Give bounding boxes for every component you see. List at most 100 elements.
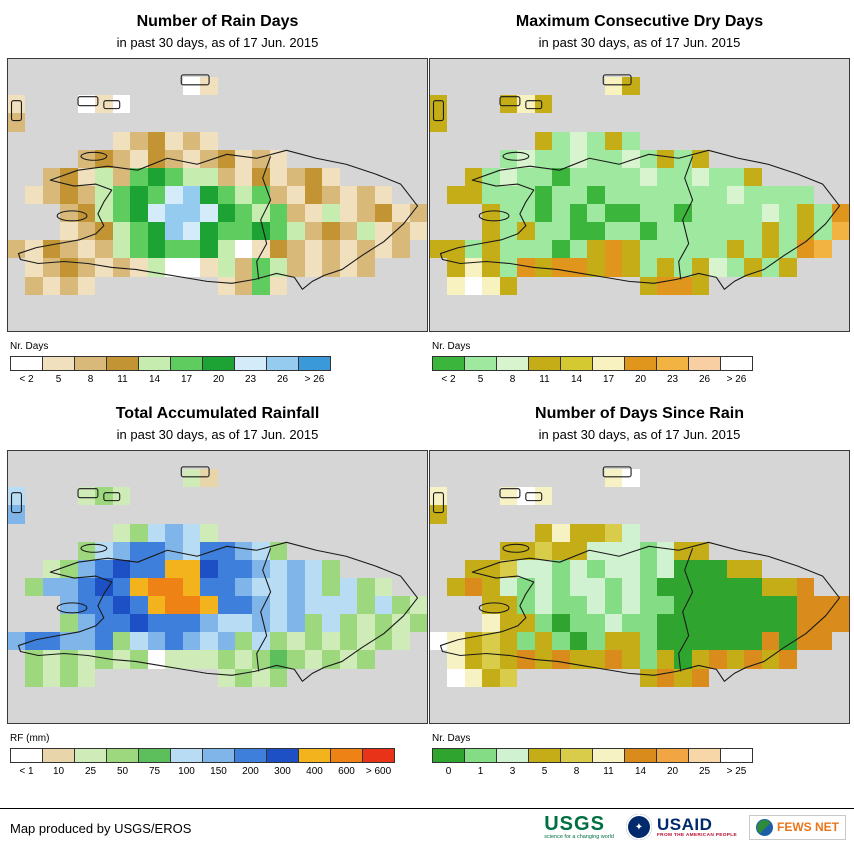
map-cell [270, 469, 287, 487]
map-cell [762, 168, 779, 186]
map-cell [430, 150, 447, 168]
map-cell [674, 240, 692, 259]
map-cell [340, 524, 357, 542]
map-cell [465, 59, 482, 77]
map-cell [112, 487, 131, 506]
map-cell [482, 596, 500, 615]
map-cell [200, 687, 217, 705]
map-cell [744, 295, 761, 313]
map-cell [552, 204, 570, 223]
map-cell [674, 185, 692, 205]
map-cell [25, 313, 42, 331]
map-cell [832, 132, 849, 150]
map-cell [374, 632, 393, 651]
map-cell [375, 258, 392, 276]
map-cell [832, 277, 849, 295]
map-cell [570, 313, 587, 331]
map-cell [130, 313, 147, 331]
map-cell [322, 469, 339, 487]
map-cell [639, 596, 657, 615]
map-cell [410, 77, 427, 95]
map-cell [410, 705, 427, 723]
map-cell [42, 668, 61, 687]
map-cell [252, 132, 269, 150]
map-cell [25, 524, 42, 542]
legend-item: 50 [106, 748, 139, 777]
map-cell [587, 77, 604, 95]
map-cell [113, 59, 130, 77]
map-cell [482, 505, 499, 523]
map-cell [744, 222, 762, 241]
map-cell [410, 150, 427, 168]
map-cell [430, 222, 447, 240]
map-cell [744, 185, 762, 205]
map-cell [113, 451, 130, 469]
map-cell [357, 258, 375, 277]
map-cell [60, 132, 77, 150]
map-cell [287, 277, 304, 295]
map-cell [8, 186, 25, 204]
map-cell [304, 632, 323, 651]
map-cell [517, 650, 535, 669]
map-cell [534, 487, 553, 506]
map-cell [357, 113, 374, 131]
map-cell [95, 687, 112, 705]
map-cell [464, 258, 483, 277]
legend-swatch [202, 356, 235, 371]
map-cell [375, 150, 392, 168]
map-cell [183, 277, 200, 295]
map-cell [500, 469, 517, 487]
map-cell [287, 632, 305, 651]
legend-swatch [720, 356, 753, 371]
map-cell [113, 113, 130, 131]
map-cell [60, 668, 78, 687]
map-cell [814, 614, 832, 633]
map-cell [357, 487, 374, 505]
map-cell [482, 59, 499, 77]
map-cell [430, 560, 447, 578]
map-cell [25, 687, 42, 705]
map-cell [410, 186, 427, 204]
map-cell [762, 524, 779, 542]
map-cell [8, 687, 25, 705]
map-cell [392, 168, 409, 186]
map-cell [60, 577, 78, 597]
map-cell [604, 632, 623, 651]
map-cell [8, 132, 25, 150]
map-cell [465, 313, 482, 331]
map-cell [200, 59, 217, 77]
map-cell [95, 469, 112, 487]
map-cell [200, 705, 217, 723]
map-cell [762, 313, 779, 331]
legend-tick-label: 8 [509, 374, 516, 385]
map-cell [569, 222, 588, 241]
map-cell [464, 668, 483, 687]
map-cell [77, 614, 96, 633]
map-cell [640, 487, 657, 505]
map-cell [517, 167, 535, 186]
map-cell [691, 559, 710, 578]
map-cell [25, 560, 42, 578]
map-cell [726, 185, 745, 205]
map-cell [674, 632, 692, 651]
map-cell [499, 149, 518, 168]
map-cell [482, 687, 499, 705]
map-cell [269, 240, 288, 259]
map-cell [691, 240, 710, 259]
map-cell [797, 650, 814, 668]
map-cell [517, 632, 535, 651]
map-cell [499, 487, 518, 506]
map-cell [499, 204, 518, 223]
map-cell [252, 668, 270, 687]
map-cell [147, 149, 166, 168]
map-cell [831, 614, 849, 633]
map-cell [234, 596, 253, 615]
map-cell [339, 204, 358, 223]
legend-item: 200 [234, 748, 267, 777]
map-cell [8, 168, 25, 186]
map-cell [269, 559, 288, 578]
map-cell [269, 668, 288, 687]
legend-tick-label: > 600 [365, 766, 392, 777]
map-cell [709, 487, 726, 505]
map-cell [779, 632, 797, 651]
